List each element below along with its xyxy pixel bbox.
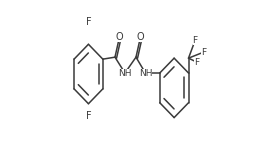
Text: NH: NH — [139, 69, 152, 77]
Text: NH: NH — [118, 69, 132, 77]
Text: F: F — [86, 111, 91, 121]
Text: F: F — [193, 36, 198, 45]
Text: O: O — [116, 32, 123, 42]
Text: F: F — [194, 58, 199, 67]
Text: F: F — [86, 17, 91, 27]
Text: F: F — [201, 48, 206, 57]
Text: O: O — [137, 32, 144, 42]
